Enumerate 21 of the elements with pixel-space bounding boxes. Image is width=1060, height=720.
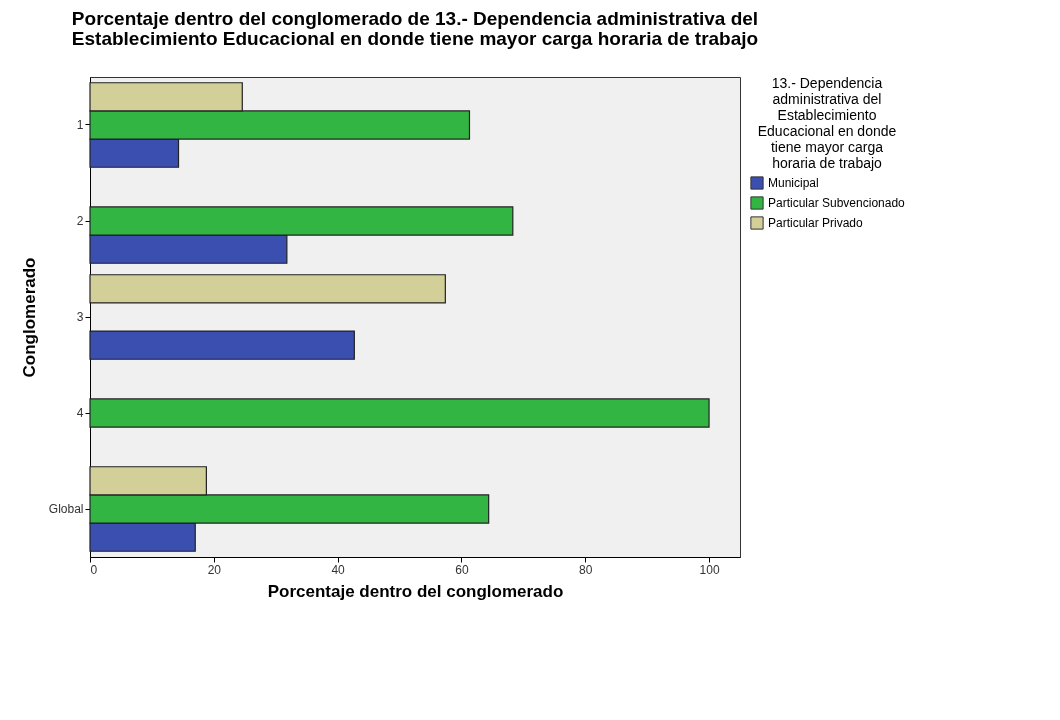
y-tick-label: 1 xyxy=(76,118,84,132)
bar xyxy=(89,330,355,360)
x-axis-title: Porcentaje dentro del conglomerado xyxy=(267,581,564,601)
y-tick-label: 3 xyxy=(76,310,84,324)
legend-label: Municipal xyxy=(768,176,819,190)
y-tick-label: 2 xyxy=(76,214,84,228)
x-tick-label: 0 xyxy=(90,562,98,577)
x-tick-label: 40 xyxy=(331,562,346,577)
x-tick-label: 20 xyxy=(207,562,222,577)
y-tick-label: 4 xyxy=(76,406,84,420)
x-tick-label: 80 xyxy=(579,562,593,577)
legend-title: 13.- Dependencia administrativa del Establecimiento Educacional en donde tiene mayor carga horaria de trabajo xyxy=(757,75,897,171)
x-tick-label: 60 xyxy=(455,562,469,577)
y-tick-label: Global xyxy=(48,502,84,516)
bar xyxy=(89,274,446,304)
chart-title: Porcentaje dentro del conglomerado de 13.- Dependencia administrativa del Establecimiento Educacional en donde tiene mayor carga horaria de trabajo xyxy=(71,8,759,49)
legend-label: Particular Privado xyxy=(768,216,864,230)
bar xyxy=(89,398,710,428)
y-axis-title: Conglomerado xyxy=(19,257,39,378)
x-tick-label: 100 xyxy=(699,562,720,577)
legend-label: Particular Subvencionado xyxy=(768,196,906,210)
